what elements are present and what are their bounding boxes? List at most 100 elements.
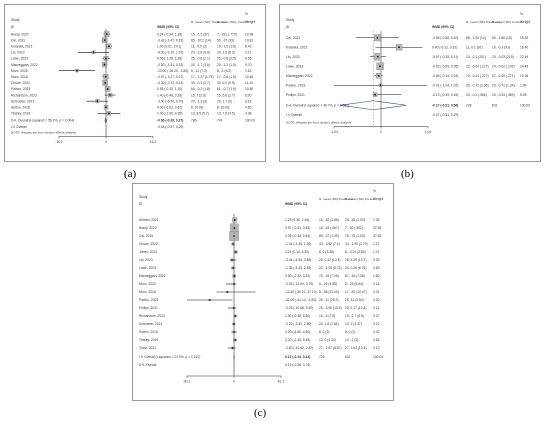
treatment-value: 24, -2.8 (9.9) [191,51,210,55]
point-estimate [108,45,110,48]
point-estimate [103,63,106,66]
point-estimate [226,291,229,293]
effect-size: -1.35 (-5.25, 2.55) [285,266,311,270]
overall-control: 747 [217,119,223,123]
treatment-value: 20, -1.3 (6) [191,99,207,103]
forest-panel-b: % Study ID WMD (95% CI) N, mean (SD) Treatme… [279,4,541,162]
study-label: Tovar, 2021 [139,346,156,350]
treatment-value: 22, -1.09 (6.72) [319,266,342,270]
treatment-value: 30, -0.3 (0.7) [191,81,210,85]
header-treatment: N, mean (SD) Treatment [466,20,500,24]
forest-plot-c: % Study ID WMD (95% CI) N, mean (SD) Treatme… [139,189,383,384]
point-estimate [232,323,235,325]
control-value: 20, -0.03 (215) [492,55,514,59]
forest-panel-a: % Study ID WMD (95% CI) N, mean (SD); Treatm… [4,4,266,162]
x-tick-label: -1.04 [330,130,338,134]
forest-panel-c: % Study ID WMD (95% CI) N, mean (SD) Treatme… [132,183,394,401]
weight-value: 0.42 [373,330,380,334]
effect-size: 0.00 (-0.62, 0.62) [157,105,182,109]
header-effect: WMD (95% CI) [285,202,307,206]
overall-diamond [339,100,407,111]
header-id: ID [139,202,143,206]
header-weight: Weight [373,197,383,201]
effect-size: 0.00 (-1.28, 1.28) [157,57,182,61]
control-value: 28, 4.26 (10.7) [345,258,366,262]
effect-size: -0.07 (-0.25, 0.11) [432,55,458,59]
treatment-value: 60, -0.2 (1.8) [191,87,210,91]
effect-size: -3.00 (-6.70, 0.70) [157,99,183,103]
effect-size: -0.42 (-1.47, 0.21) [157,38,183,42]
point-estimate [374,93,377,96]
point-estimate [377,74,380,77]
weight-value: 1.99 [520,83,527,87]
point-estimate [234,251,237,253]
forest-plot-b: % Study ID WMD (95% CI) N, mean (SD) Treatme… [286,12,530,134]
study-label: Brady, 2020 [11,32,29,36]
treatment-value: 22, -0.04 (.127) [466,64,489,68]
control-value: 30, 0.0 (0.9) [217,81,235,85]
point-estimate [233,227,236,229]
point-estimate [231,347,234,349]
effect-size: 0.57 (-0.51, 0.53) [285,226,310,230]
header-id: ID [11,25,15,29]
point-estimate [376,55,379,58]
treatment-value: 20, -1.7 (1.6) [191,63,210,67]
effect-size: 0.55 (-0.10, 1.20) [157,87,182,91]
point-estimate [234,315,237,317]
point-estimate [104,75,107,78]
control-value: 8, -1 (5.2) [217,69,231,73]
x-tick-label: 0 [380,130,382,134]
weight-value: 10.45 [245,75,253,79]
control-value: 20, 2.17 (10.8) [345,306,366,310]
overall-diamond [104,117,108,124]
point-estimate [379,65,381,68]
effect-size: -10.00 (-16.20, -3.80) [157,69,188,73]
point-estimate [398,46,400,49]
study-label: Kolareta, 2021 [11,44,33,48]
study-label: Moro, 2020 [139,282,156,286]
effect-size: -0.07 (-1.27, 0.27) [157,75,183,79]
treatment-value: 11, 0.1 (91) [466,45,483,49]
effect-size: 1.25 (0.36, 2.44) [285,218,309,222]
effect-size: -0.02 (-0.09, 0.05) [432,64,458,68]
control-value: 8, 20 (6) [217,105,229,109]
panel-label-b: (b) [401,168,414,180]
summary-effect: -0.04 (-0.37, 0.29) [157,125,183,129]
treatment-value: 25, -3.06 (10.5) [319,306,342,310]
overall-effect: -0.06 (-0.39, 0.27) [157,119,183,123]
overall-treatment: 786 [191,119,197,123]
point-estimate [232,307,235,309]
header-pct: % [520,12,523,16]
overall-effect: -0.17 (-0.91, 0.56) [432,103,458,107]
effect-size: 2.00 (-1.45, 5.45) [285,338,310,342]
control-value: 67, -16 (7.06) [345,274,365,278]
treatment-value: 8, -11 (7.2) [191,69,207,73]
overall-control: 631 [492,103,498,107]
note-text: NOTE: Weights are from random effects an… [286,121,352,125]
treatment-value: 15, -5 (7.6) [319,314,335,318]
point-estimate [233,275,236,277]
weight-value: 22.49 [520,55,528,59]
treatment-value: 8, -38 (21.05) [319,290,339,294]
effect-size: -0.01 (-1.04, 1.02) [432,83,458,87]
header-pct: % [245,12,248,16]
weight-value: 0.01 [373,290,380,294]
point-estimate [104,81,107,84]
effect-size: -42.00 (-81.14, -2.90) [285,298,316,302]
weight-value: 19.32 [520,36,528,40]
treatment-value: 20, -0.2 (.566) [466,93,487,97]
point-estimate [379,84,382,87]
point-estimate [96,100,99,103]
effect-size: 0.40 (-0.12, 0.92) [432,45,457,49]
weight-value: 37.26 [373,226,381,230]
header-study: Study [139,195,148,199]
weight-value: 9.70 [245,63,252,67]
treatment-value: 85, -1.94 (14) [466,36,486,40]
summary-label: I-V Overall [11,125,27,129]
panel-label-c: (c) [254,407,267,419]
study-label: Moro, 2016 [11,75,28,79]
control-value: 17, -0.6 (1.8) [217,75,236,79]
treatment-value: 70, -16 (7.06) [319,274,339,278]
effect-size: -3.44 (-6.94, 3.88) [285,258,311,262]
weight-value: 0.39 [373,258,380,262]
